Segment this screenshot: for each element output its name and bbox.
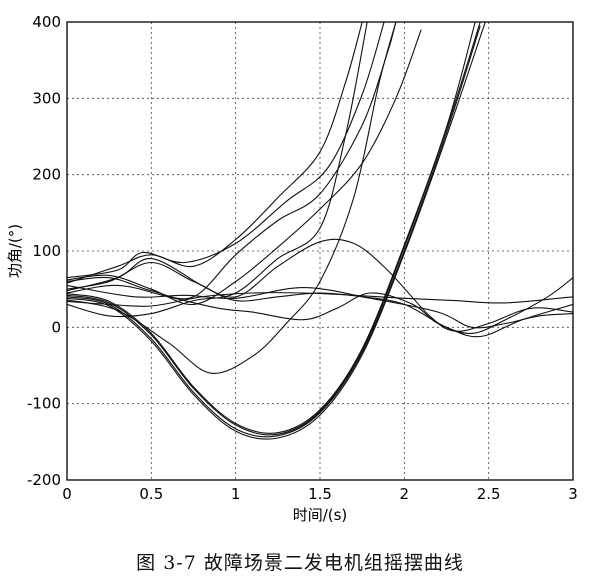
series-line-15 bbox=[67, 284, 573, 329]
x-tick-label: 0.5 bbox=[139, 485, 163, 503]
series-lines bbox=[67, 22, 573, 440]
series-line-6 bbox=[67, 29, 422, 305]
x-tick-label: 2.5 bbox=[477, 485, 501, 503]
series-line-8 bbox=[67, 22, 385, 279]
y-tick-labels: -200 -100 0 100 200 300 400 bbox=[27, 13, 61, 489]
series-line-2 bbox=[67, 25, 481, 438]
series-line-11 bbox=[67, 238, 573, 332]
series-line-14 bbox=[67, 292, 573, 307]
y-tick-label: 200 bbox=[32, 166, 61, 184]
y-tick-label: 300 bbox=[32, 89, 61, 107]
series-line-12 bbox=[67, 258, 573, 338]
series-line-4 bbox=[67, 22, 476, 434]
series-line-13 bbox=[67, 277, 573, 334]
x-tick-labels: 0 0.5 1 1.5 2 2.5 3 bbox=[62, 485, 578, 503]
x-tick-label: 1.5 bbox=[308, 485, 332, 503]
plot-frame bbox=[66, 21, 574, 481]
y-tick-label: -200 bbox=[27, 471, 61, 489]
grid-lines bbox=[67, 22, 573, 480]
x-tick-label: 0 bbox=[62, 485, 72, 503]
x-axis-label: 时间/(s) bbox=[293, 506, 348, 524]
y-tick-label: -100 bbox=[27, 395, 61, 413]
swing-curve-chart: 0 0.5 1 1.5 2 2.5 3 -200 -100 0 100 200 300 400 时间/(… bbox=[6, 13, 578, 524]
series-line-9 bbox=[67, 22, 363, 284]
y-tick-label: 0 bbox=[51, 318, 61, 336]
figure-caption: 图 3-7 故障场景二发电机组摇摆曲线 bbox=[136, 552, 464, 574]
y-axis-label: 功角/(°) bbox=[6, 224, 24, 278]
series-line-3 bbox=[67, 22, 486, 440]
series-line-10 bbox=[67, 22, 368, 318]
y-tick-label: 400 bbox=[32, 13, 61, 31]
x-tick-label: 3 bbox=[568, 485, 578, 503]
x-tick-label: 1 bbox=[231, 485, 241, 503]
y-tick-label: 100 bbox=[32, 242, 61, 260]
series-line-7 bbox=[67, 22, 397, 300]
x-tick-label: 2 bbox=[400, 485, 410, 503]
series-line-1 bbox=[67, 22, 481, 436]
series-line-5 bbox=[67, 22, 397, 374]
